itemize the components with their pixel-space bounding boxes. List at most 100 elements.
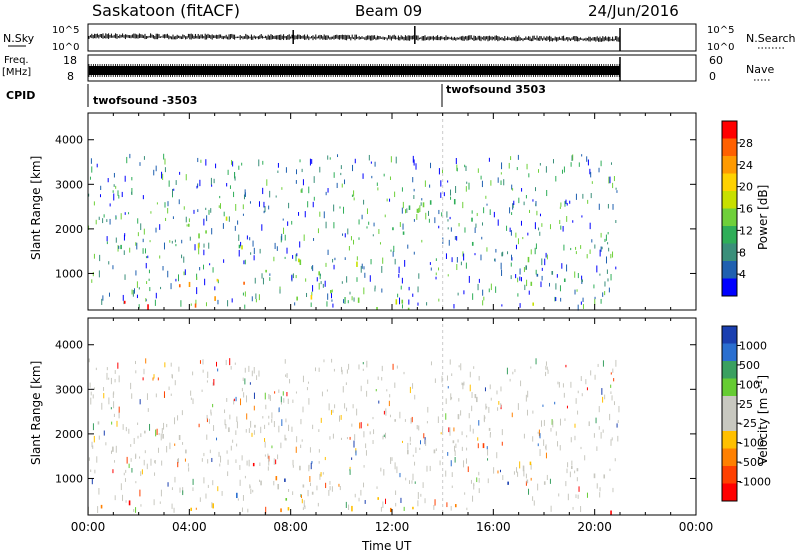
- power-speckle: [263, 210, 265, 214]
- power-speckle: [142, 238, 144, 243]
- power-speckle: [351, 194, 353, 197]
- power-speckle: [126, 156, 128, 164]
- velocity-speckle: [382, 435, 384, 440]
- velocity-speckle: [135, 360, 137, 365]
- velocity-speckle: [264, 424, 266, 429]
- power-speckle: [106, 219, 108, 223]
- velocity-speckle: [545, 361, 547, 366]
- velocity-speckle: [92, 423, 94, 431]
- power-speckle: [238, 249, 240, 257]
- power-speckle: [332, 303, 334, 308]
- nave-label: Nave: [746, 63, 774, 76]
- velocity-speckle: [224, 419, 226, 426]
- power-speckle: [263, 201, 265, 208]
- velocity-cell: [507, 481, 509, 485]
- power-speckle: [135, 242, 137, 246]
- velocity-speckle: [89, 382, 91, 388]
- velocity-speckle: [420, 493, 422, 497]
- velocity-speckle: [135, 370, 137, 374]
- power-speckle: [577, 273, 579, 279]
- velocity-speckle: [253, 430, 255, 435]
- velocity-speckle: [483, 414, 485, 421]
- power-speckle: [196, 185, 198, 189]
- velocity-colorbar-swatch: [722, 378, 737, 397]
- velocity-speckle: [169, 442, 171, 450]
- velocity-speckle: [450, 505, 452, 511]
- power-speckle: [401, 304, 403, 309]
- power-speckle: [91, 166, 93, 173]
- velocity-speckle: [478, 375, 480, 381]
- power-speckle: [512, 188, 514, 191]
- power-cell: [416, 208, 419, 213]
- velocity-cell: [260, 480, 262, 486]
- power-speckle: [408, 286, 410, 291]
- power-cell: [357, 297, 360, 303]
- power-speckle: [564, 201, 566, 207]
- cpid-program-1: twofsound -3503: [93, 94, 197, 107]
- velocity-speckle: [468, 413, 470, 419]
- velocity-speckle: [318, 429, 320, 433]
- velocity-speckle: [574, 423, 576, 428]
- velocity-cell: [280, 508, 282, 513]
- cpid-label: CPID: [6, 89, 35, 102]
- velocity-speckle: [500, 403, 502, 408]
- power-speckle: [515, 244, 517, 250]
- velocity-speckle: [285, 374, 287, 377]
- power-speckle: [118, 245, 120, 249]
- power-speckle: [581, 215, 583, 218]
- velocity-speckle: [296, 436, 298, 443]
- velocity-speckle: [156, 428, 158, 435]
- power-speckle: [512, 203, 514, 210]
- power-speckle: [262, 160, 264, 165]
- velocity-speckle: [236, 416, 238, 422]
- power-speckle: [474, 227, 476, 233]
- power-speckle: [208, 242, 210, 249]
- velocity-speckle: [273, 458, 275, 465]
- velocity-speckle: [314, 367, 316, 372]
- power-speckle: [334, 257, 336, 261]
- freq-tick-bottom: 8: [67, 70, 74, 83]
- power-speckle: [175, 278, 177, 282]
- velocity-colorbar-tick-label: -25: [739, 417, 757, 430]
- velocity-speckle: [280, 396, 282, 403]
- power-speckle: [234, 225, 236, 231]
- velocity-speckle: [205, 493, 207, 499]
- velocity-speckle: [380, 467, 382, 472]
- power-speckle: [292, 273, 294, 279]
- power-speckle: [331, 299, 333, 302]
- power-speckle: [162, 266, 164, 271]
- velocity-speckle: [484, 416, 486, 419]
- velocity-speckle: [423, 433, 425, 439]
- power-speckle: [219, 195, 221, 199]
- velocity-cell: [275, 476, 278, 481]
- power-speckle: [339, 206, 341, 209]
- velocity-speckle: [158, 433, 160, 436]
- power-speckle: [142, 195, 144, 200]
- power-speckle: [523, 201, 525, 206]
- power-speckle: [500, 172, 502, 175]
- velocity-speckle: [192, 487, 194, 491]
- power-speckle: [171, 240, 173, 244]
- power-speckle: [604, 238, 606, 242]
- power-speckle: [131, 187, 133, 195]
- velocity-speckle: [389, 414, 391, 418]
- power-speckle: [325, 262, 327, 267]
- power-speckle: [440, 192, 442, 198]
- velocity-heatmap: [88, 318, 620, 515]
- power-speckle: [112, 190, 114, 193]
- velocity-speckle: [281, 419, 283, 426]
- power-cell: [147, 304, 149, 310]
- power-speckle: [456, 257, 458, 263]
- velocity-speckle: [552, 420, 554, 428]
- velocity-speckle: [318, 449, 320, 453]
- power-speckle: [510, 262, 512, 267]
- power-speckle: [556, 274, 558, 278]
- power-speckle: [560, 297, 562, 302]
- velocity-speckle: [411, 480, 413, 484]
- power-speckle: [474, 253, 476, 256]
- power-speckle: [327, 188, 329, 193]
- velocity-speckle: [278, 389, 280, 393]
- velocity-speckle: [575, 494, 577, 499]
- velocity-speckle: [130, 382, 132, 390]
- power-speckle: [195, 299, 197, 305]
